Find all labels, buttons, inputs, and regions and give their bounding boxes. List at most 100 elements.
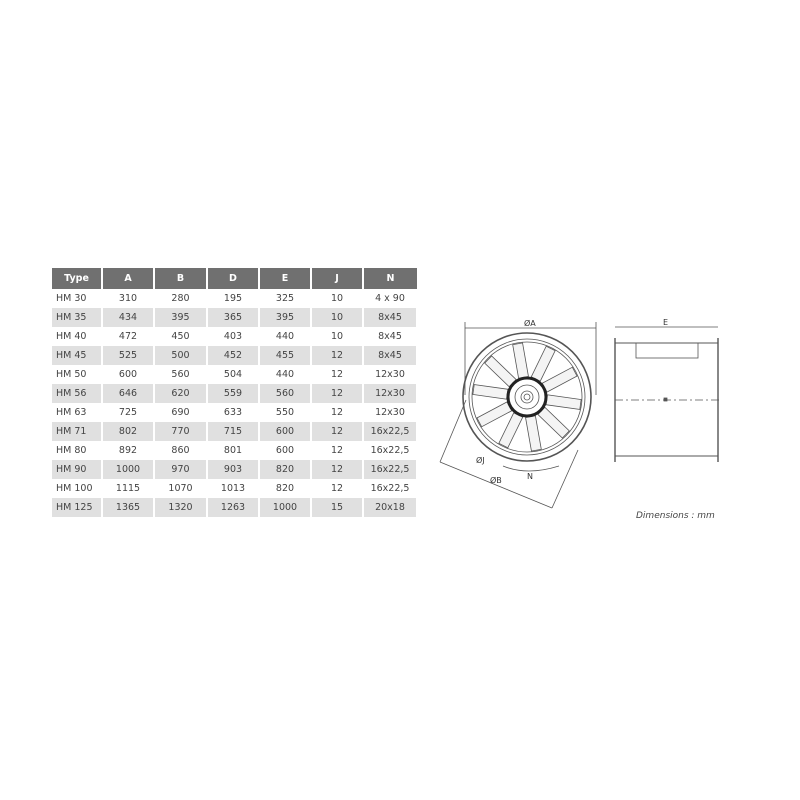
table-cell: 725: [102, 403, 155, 422]
table-cell: 8x45: [363, 327, 418, 346]
table-cell: HM 45: [52, 346, 103, 365]
table-cell: 504: [207, 365, 260, 384]
table-cell: 1070: [154, 479, 208, 498]
table-cell: 560: [154, 365, 208, 384]
label-j: ØJ: [476, 455, 485, 465]
table-cell: 450: [154, 327, 208, 346]
table-cell: 860: [154, 441, 208, 460]
table-cell: 1263: [207, 498, 260, 517]
table-cell: 550: [259, 403, 312, 422]
table-cell: 440: [259, 327, 312, 346]
fan-blade: [472, 384, 509, 400]
table-cell: HM 90: [52, 460, 103, 479]
column-header: J: [311, 268, 364, 289]
table-cell: 395: [259, 308, 312, 327]
table-cell: 12: [311, 384, 364, 403]
fan-blade: [537, 406, 570, 439]
fan-blade: [545, 394, 582, 410]
table-cell: 12x30: [363, 384, 418, 403]
table-cell: 12x30: [363, 365, 418, 384]
fan-blade: [530, 345, 556, 382]
table-cell: HM 40: [52, 327, 103, 346]
table-cell: 500: [154, 346, 208, 365]
fan-blades: [472, 342, 582, 452]
table-cell: 560: [259, 384, 312, 403]
table-cell: 559: [207, 384, 260, 403]
table-cell: 802: [102, 422, 155, 441]
column-header: N: [363, 268, 417, 289]
table-cell: 633: [207, 403, 260, 422]
column-header: B: [154, 268, 208, 289]
table-cell: 525: [102, 346, 155, 365]
table-cell: 600: [259, 441, 312, 460]
label-n: N: [527, 472, 533, 481]
table-row: HM 56 646 620 559 560 12 12x30: [52, 384, 418, 403]
column-header: A: [102, 268, 155, 289]
table-cell: HM 50: [52, 365, 103, 384]
table-row: HM 100 1115 1070 1013 820 12 16x22,5: [52, 479, 418, 498]
table-cell: 715: [207, 422, 260, 441]
table-cell: 16x22,5: [363, 422, 418, 441]
fan-front-view: [462, 332, 592, 462]
table-cell: 600: [259, 422, 312, 441]
table-row: HM 125 1365 1320 1263 1000 15 20x18: [52, 498, 418, 517]
table-cell: 434: [102, 308, 155, 327]
table-cell: HM 56: [52, 384, 103, 403]
table-cell: 8x45: [363, 308, 418, 327]
table-cell: 8x45: [363, 346, 418, 365]
dimensions-table: Type A B D E J N HM 30 310 280 195 325 10 4 x 90 HM 3…: [52, 268, 418, 517]
table-cell: 10: [311, 289, 364, 308]
table-cell: 820: [259, 479, 312, 498]
table-cell: 1000: [102, 460, 155, 479]
label-e: E: [663, 318, 668, 327]
table-cell: 16x22,5: [363, 441, 418, 460]
table-row: HM 45 525 500 452 455 12 8x45: [52, 346, 418, 365]
fan-blade: [525, 415, 542, 452]
fan-blade: [541, 366, 578, 393]
fan-blade: [484, 355, 517, 388]
table-row: HM 30 310 280 195 325 10 4 x 90: [52, 289, 418, 308]
fan-blade: [512, 342, 529, 379]
table-cell: 892: [102, 441, 155, 460]
table-cell: 452: [207, 346, 260, 365]
table-cell: 10: [311, 327, 364, 346]
table-cell: 1013: [207, 479, 260, 498]
table-cell: 12: [311, 479, 364, 498]
table-cell: 455: [259, 346, 312, 365]
table-cell: 325: [259, 289, 312, 308]
table-cell: HM 30: [52, 289, 103, 308]
table-row: HM 63 725 690 633 550 12 12x30: [52, 403, 418, 422]
table-row: HM 50 600 560 504 440 12 12x30: [52, 365, 418, 384]
column-header: D: [207, 268, 260, 289]
table-cell: 1365: [102, 498, 155, 517]
label-a: ØA: [524, 318, 536, 328]
table-cell: 770: [154, 422, 208, 441]
table-row: HM 35 434 395 365 395 10 8x45: [52, 308, 418, 327]
table-cell: 970: [154, 460, 208, 479]
fan-blade: [498, 412, 524, 449]
table-cell: 12: [311, 403, 364, 422]
table-cell: 820: [259, 460, 312, 479]
table-cell: 801: [207, 441, 260, 460]
table-cell: HM 71: [52, 422, 103, 441]
table-cell: 12: [311, 460, 364, 479]
table-cell: 690: [154, 403, 208, 422]
table-cell: 403: [207, 327, 260, 346]
table-cell: 365: [207, 308, 260, 327]
table-cell: 16x22,5: [363, 460, 418, 479]
table-cell: 1115: [102, 479, 155, 498]
table-row: HM 40 472 450 403 440 10 8x45: [52, 327, 418, 346]
table-cell: 600: [102, 365, 155, 384]
label-b: ØB: [490, 475, 502, 485]
table-cell: HM 63: [52, 403, 103, 422]
table-cell: 4 x 90: [363, 289, 418, 308]
table-cell: 1320: [154, 498, 208, 517]
table-cell: HM 100: [52, 479, 103, 498]
table-cell: 12x30: [363, 403, 418, 422]
table-cell: HM 80: [52, 441, 103, 460]
table-cell: 195: [207, 289, 260, 308]
table-row: HM 80 892 860 801 600 12 16x22,5: [52, 441, 418, 460]
column-header: E: [259, 268, 312, 289]
table-cell: 12: [311, 365, 364, 384]
